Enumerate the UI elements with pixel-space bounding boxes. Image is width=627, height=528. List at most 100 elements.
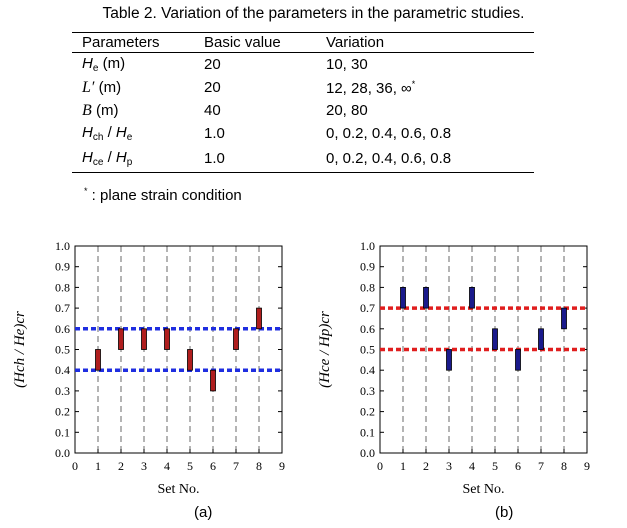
chart-a-caption: (a) (194, 504, 213, 521)
x-tick-label: 2 (423, 459, 429, 473)
variation-footnote-mark: * (411, 78, 416, 89)
param-subscript-denominator: e (126, 132, 133, 143)
y-tick-label: 1.0 (55, 239, 70, 253)
x-tick-label: 7 (538, 459, 544, 473)
y-tick-label: 0.7 (360, 301, 375, 315)
x-tick-label: 4 (164, 459, 170, 473)
table-footnote: * : plane strain condition (84, 186, 242, 204)
y-tick-label: 0.9 (360, 260, 375, 274)
header-parameters: Parameters (72, 32, 194, 53)
range-bar-set-2 (118, 328, 124, 350)
range-bar-set-1 (95, 349, 101, 371)
variation-cell: 0, 0.2, 0.4, 0.6, 0.8 (316, 145, 534, 173)
header-basic-value: Basic value (194, 32, 316, 53)
chart-b-caption: (b) (495, 504, 514, 521)
x-tick-label: 6 (515, 459, 521, 473)
param-subscript: ch (92, 132, 104, 143)
y-tick-label: 0.2 (55, 405, 70, 419)
x-tick-label: 8 (256, 459, 262, 473)
parameters-table: Parameters Basic value Variation He (m) … (72, 32, 534, 173)
y-tick-label: 0.8 (360, 280, 375, 294)
table-header-row: Parameters Basic value Variation (72, 32, 534, 53)
x-tick-label: 1 (400, 459, 406, 473)
param-cell: B (m) (72, 99, 194, 122)
x-tick-label: 9 (584, 459, 590, 473)
table-row: B (m) 40 20, 80 (72, 99, 534, 122)
range-bar-set-7 (538, 328, 544, 350)
y-tick-label: 0.5 (360, 343, 375, 357)
basic-value-cell: 1.0 (194, 145, 316, 173)
range-bar-set-5 (492, 328, 498, 350)
param-symbol: H (82, 55, 93, 72)
variation-cell: 0, 0.2, 0.4, 0.6, 0.8 (326, 125, 452, 142)
x-tick-label: 2 (118, 459, 124, 473)
table-row: Hce / Hp 1.0 0, 0.2, 0.4, 0.6, 0.8 (72, 145, 534, 173)
x-tick-label: 9 (279, 459, 285, 473)
param-symbol-denominator: H (115, 124, 127, 141)
x-tick-label: 3 (446, 459, 452, 473)
y-tick-label: 0.6 (55, 322, 70, 336)
y-tick-label: 0.6 (360, 322, 375, 336)
y-tick-label: 0.5 (55, 343, 70, 357)
x-tick-label: 6 (210, 459, 216, 473)
y-tick-label: 0.2 (360, 405, 375, 419)
range-bar-set-7 (233, 328, 239, 350)
x-tick-label: 3 (141, 459, 147, 473)
y-tick-label: 0.1 (360, 425, 375, 439)
x-tick-label: 1 (95, 459, 101, 473)
param-symbol: H (82, 149, 93, 166)
range-bar-set-5 (187, 349, 193, 371)
variation-text: 12, 28, 36, ∞ (326, 79, 412, 97)
param-cell: Hch / He (82, 124, 133, 143)
x-tick-label: 5 (187, 459, 193, 473)
basic-value-cell: 20 (204, 56, 221, 73)
basic-value-cell: 20 (204, 79, 221, 96)
y-axis-label: (Hch / He)cr (12, 311, 28, 388)
y-tick-label: 0.3 (55, 384, 70, 398)
range-bar-set-1 (400, 287, 406, 309)
y-tick-label: 0.8 (55, 280, 70, 294)
y-tick-label: 0.0 (55, 446, 70, 460)
variation-cell: 12, 28, 36, ∞* (316, 76, 534, 99)
range-bar-set-4 (164, 328, 170, 350)
y-tick-label: 0.1 (55, 425, 70, 439)
header-variation: Variation (316, 32, 534, 53)
x-tick-label: 7 (233, 459, 239, 473)
chart-a: 0.0 0.1 0.2 0.3 0.4 0.5 0.6 0.7 0.8 0.9 1.0 0 1 2 3 4 5 6… (12, 239, 285, 497)
table-row: Hch / He 1.0 0, 0.2, 0.4, 0.6, 0.8 (72, 122, 534, 145)
x-tick-label: 8 (561, 459, 567, 473)
param-symbol: H (82, 124, 93, 141)
plot-frame (379, 245, 588, 454)
param-symbol: L′ (82, 78, 95, 96)
footnote-mark: * (84, 186, 88, 196)
variation-cell: 10, 30 (326, 56, 368, 73)
y-tick-label: 0.3 (360, 384, 375, 398)
range-bar-set-8 (256, 307, 262, 330)
x-axis-label: Set No. (158, 482, 200, 497)
param-subscript: e (92, 63, 99, 74)
range-bar-set-6 (210, 369, 216, 392)
basic-value-cell: 1.0 (204, 125, 225, 142)
range-bar-set-2 (423, 287, 429, 309)
range-bar-set-3 (141, 328, 147, 350)
param-unit: (m) (98, 55, 126, 72)
chart-b: 0.0 0.1 0.2 0.3 0.4 0.5 0.6 0.7 0.8 0.9 1.0 0 1 2 3 4 5 6… (317, 239, 590, 497)
plot-frame (74, 245, 283, 454)
param-symbol: B (82, 101, 92, 119)
param-cell: Hce / Hp (72, 145, 194, 173)
range-bar-set-6 (515, 349, 521, 371)
param-unit: (m) (91, 101, 119, 119)
y-tick-label: 0.7 (55, 301, 70, 315)
param-subscript-denominator: p (126, 157, 133, 168)
table-caption: Table 2. Variation of the parameters in … (102, 5, 525, 22)
x-axis-label: Set No. (463, 482, 505, 497)
param-subscript: ce (92, 157, 104, 168)
table-row: He (m) 20 10, 30 (72, 53, 534, 77)
y-tick-label: 0.4 (55, 363, 70, 377)
footnote-text: : plane strain condition (87, 187, 242, 204)
y-tick-label: 0.0 (360, 446, 375, 460)
x-tick-label: 0 (377, 459, 383, 473)
y-tick-label: 1.0 (360, 239, 375, 253)
x-tick-label: 0 (72, 459, 78, 473)
range-bar-set-3 (446, 349, 452, 371)
